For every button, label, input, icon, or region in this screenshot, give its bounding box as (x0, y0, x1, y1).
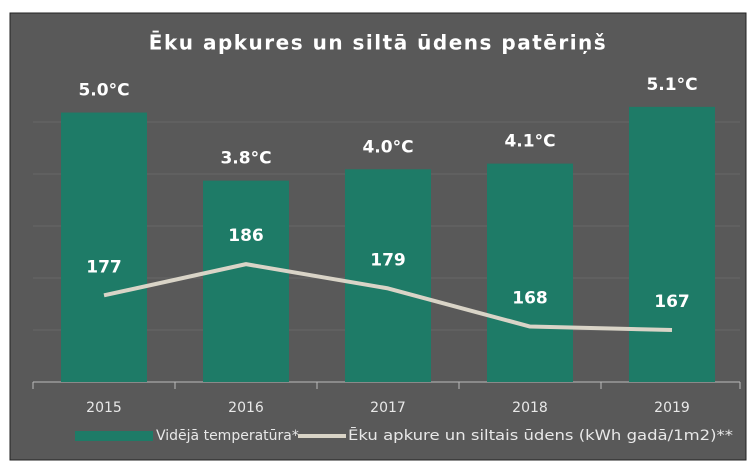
bar-value-label: 5.0°C (78, 81, 129, 101)
x-tick-label: 2015 (86, 400, 122, 416)
bar-value-label: 5.1°C (646, 75, 697, 95)
line-value-label: 177 (86, 257, 122, 277)
line-value-label: 186 (228, 226, 264, 246)
bar (203, 180, 289, 382)
line (103, 262, 673, 332)
bar (61, 112, 147, 382)
legend-swatch (75, 431, 153, 441)
chart-title: Ēku apkures un siltā ūdens patēriņš (149, 31, 607, 55)
bar (345, 169, 431, 382)
legend-label: Ēku apkure un siltais ūdens (kWh gadā/1m… (348, 427, 733, 444)
x-tick-label: 2016 (228, 400, 264, 416)
line-value-label: 179 (370, 250, 406, 270)
x-tick-label: 2019 (654, 400, 690, 416)
x-tick-label: 2017 (370, 400, 406, 416)
line-value-label: 168 (512, 289, 548, 309)
bar (487, 163, 573, 382)
legend-label: Vidējā temperatūra* (156, 428, 299, 444)
bar (629, 106, 715, 382)
bar-value-label: 4.1°C (504, 132, 555, 152)
line-value-label: 167 (654, 292, 690, 312)
x-tick-label: 2018 (512, 400, 548, 416)
bar-value-label: 4.0°C (362, 137, 413, 157)
bar-value-label: 3.8°C (220, 149, 271, 169)
